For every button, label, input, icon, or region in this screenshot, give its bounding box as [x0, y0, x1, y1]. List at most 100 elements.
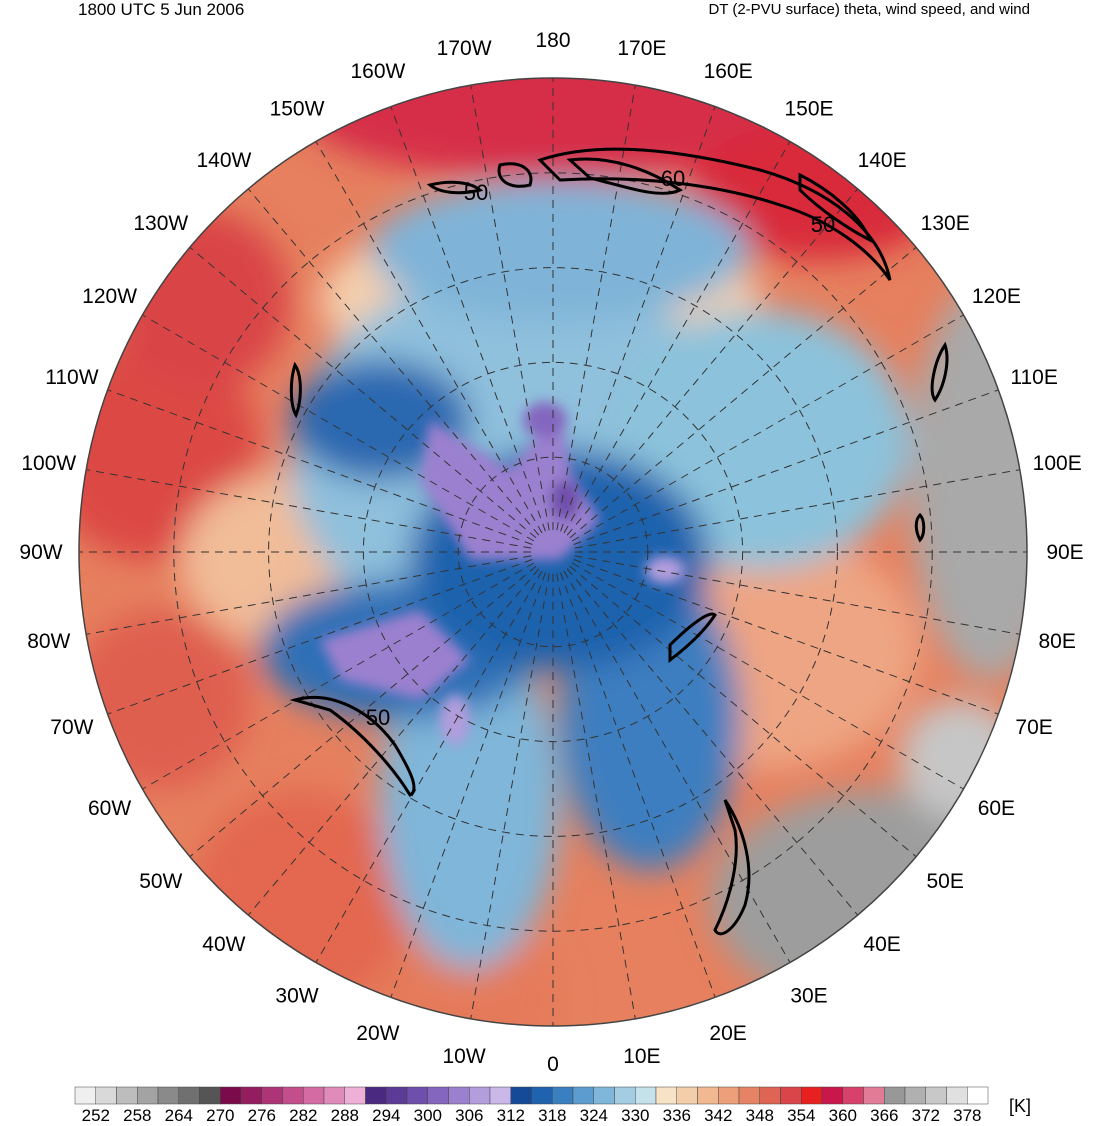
colorbar-swatch — [406, 1086, 428, 1105]
colorbar-swatch — [821, 1086, 843, 1105]
colorbar-swatch — [738, 1086, 760, 1105]
longitude-label: 120W — [82, 285, 137, 308]
meridian-line — [142, 314, 535, 542]
meridian-line — [86, 555, 532, 635]
colorbar-swatch — [427, 1086, 449, 1105]
colorbar-swatch — [925, 1086, 947, 1105]
colorbar-swatch — [801, 1086, 823, 1105]
colorbar-swatch — [261, 1086, 283, 1105]
longitude-label: 150W — [270, 98, 325, 121]
parallel-circle — [173, 172, 933, 932]
longitude-label: 120E — [972, 285, 1021, 308]
colorbar-tick-label: 366 — [870, 1106, 898, 1125]
contour-label: 50 — [366, 705, 390, 730]
colorbar-swatch — [946, 1086, 968, 1105]
colorbar-swatch — [697, 1086, 719, 1105]
meridian-line — [470, 573, 550, 1019]
colorbar-swatch — [967, 1086, 989, 1105]
meridian-line — [107, 559, 533, 715]
meridian-line — [573, 389, 999, 545]
colorbar-tick-label: 318 — [538, 1106, 566, 1125]
meridian-line — [566, 568, 859, 916]
colorbar-swatch — [157, 1086, 179, 1105]
colorbar-tick-label: 378 — [953, 1106, 981, 1125]
colorbar-tick-label: 288 — [331, 1106, 359, 1125]
colorbar-swatch — [842, 1086, 864, 1105]
colorbar-swatch — [282, 1086, 304, 1105]
meridian-line — [560, 572, 716, 998]
colorbar-swatch — [448, 1086, 470, 1105]
colorbar-swatch — [531, 1086, 553, 1105]
longitude-label: 40W — [202, 933, 245, 956]
contour-label: 50 — [811, 212, 835, 237]
longitude-label: 90E — [1046, 541, 1083, 564]
meridian-line — [390, 572, 546, 998]
parallel-circle — [268, 267, 838, 837]
meridian-line — [247, 188, 540, 536]
wind-speed-contours — [289, 147, 949, 936]
longitude-label: 110W — [45, 366, 98, 389]
colorbar-swatch — [510, 1086, 532, 1105]
longitude-label: 90W — [19, 541, 62, 564]
colorbar-swatch — [489, 1086, 511, 1105]
colorbar-swatch — [469, 1086, 491, 1105]
colorbar-swatch — [137, 1086, 159, 1105]
colorbar-swatch — [759, 1086, 781, 1105]
colorbar-swatch — [904, 1086, 926, 1105]
longitude-label: 30E — [790, 984, 827, 1007]
colorbar-swatch — [178, 1086, 200, 1105]
colorbar-swatch — [116, 1086, 138, 1105]
colorbar-swatch — [199, 1086, 221, 1105]
colorbar-swatch — [323, 1086, 345, 1105]
longitude-label: 20E — [709, 1022, 746, 1045]
longitude-label: 40E — [863, 933, 900, 956]
colorbar-swatch — [572, 1086, 594, 1105]
meridian-line — [566, 188, 859, 536]
colorbar-tick-label: 324 — [580, 1106, 608, 1125]
meridian-line — [560, 106, 716, 532]
longitude-label: 170W — [437, 37, 492, 60]
colorbar-swatch — [614, 1086, 636, 1105]
map-boundary — [78, 77, 1028, 1027]
meridian-line — [315, 570, 543, 963]
colorbar-tick-label: 264 — [165, 1106, 193, 1125]
parallel-circle — [362, 361, 744, 743]
contour-label: 60 — [661, 166, 685, 191]
longitude-label: 70W — [50, 716, 93, 739]
longitude-label: 70E — [1015, 716, 1052, 739]
graticule — [79, 78, 1027, 1026]
longitude-label: 20W — [356, 1022, 399, 1045]
meridian-line — [390, 106, 546, 532]
meridian-line — [107, 389, 533, 545]
longitude-label: 50E — [927, 870, 964, 893]
colorbar-tick-label: 360 — [829, 1106, 857, 1125]
colorbar-tick-label: 372 — [912, 1106, 940, 1125]
meridian-line — [573, 559, 999, 715]
meridian-line — [569, 246, 917, 539]
colorbar: 252 258 264 270 276 282 288 294 300 306 312 318 324 3… — [74, 1086, 1031, 1125]
meridian-line — [563, 570, 791, 963]
colorbar-swatch — [303, 1086, 325, 1105]
longitude-label: 150E — [784, 98, 833, 121]
meridian-line — [571, 562, 964, 790]
colorbar-tick-label: 330 — [621, 1106, 649, 1125]
longitude-label: 80E — [1039, 630, 1076, 653]
colorbar-swatch — [240, 1086, 262, 1105]
theta-field — [79, 78, 1027, 1026]
meridian-line — [142, 562, 535, 790]
colorbar-swatch — [365, 1086, 387, 1105]
colorbar-swatch — [386, 1086, 408, 1105]
colorbar-tick-label: 306 — [455, 1106, 483, 1125]
colorbar-swatch — [220, 1086, 242, 1105]
colorbar-swatch — [635, 1086, 657, 1105]
meridian-line — [569, 565, 917, 858]
longitude-label: 130E — [921, 212, 970, 235]
parallel-circle — [457, 456, 649, 648]
longitude-label: 140W — [196, 149, 251, 172]
longitude-label: 100W — [21, 452, 76, 475]
meridian-line — [556, 85, 636, 531]
colorbar-swatch — [863, 1086, 885, 1105]
colorbar-tick-label: 336 — [663, 1106, 691, 1125]
product-title: DT (2-PVU surface) theta, wind speed, an… — [708, 1, 1030, 18]
meridian-line — [556, 573, 636, 1019]
